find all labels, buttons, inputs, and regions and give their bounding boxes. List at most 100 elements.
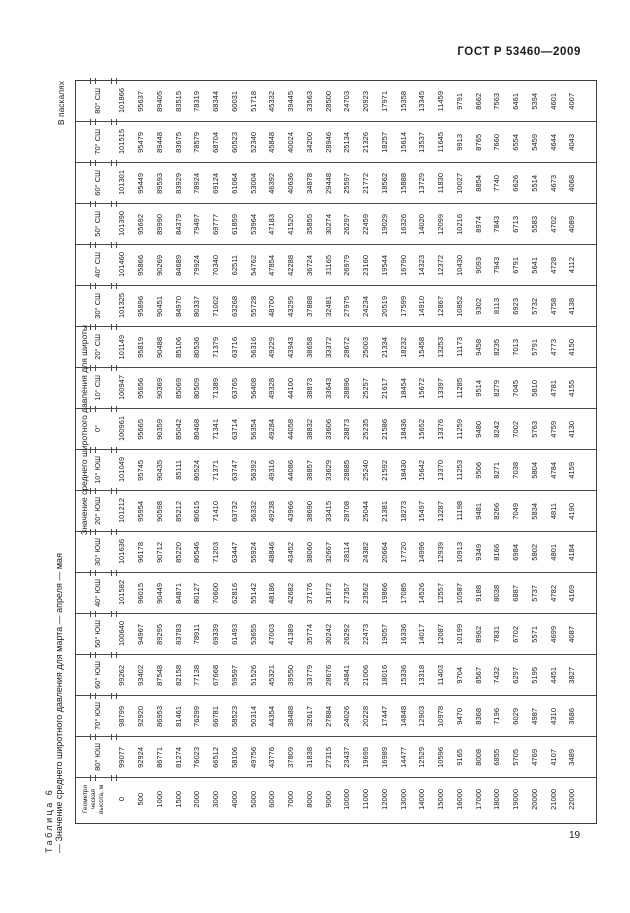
pressure-value-cell: 18562 bbox=[379, 172, 389, 194]
pressure-value-cell: 41520 bbox=[286, 213, 296, 235]
pressure-value-cell: 4759 bbox=[548, 420, 558, 438]
separator-tick bbox=[90, 611, 96, 617]
pressure-value-cell: 16336 bbox=[398, 623, 408, 645]
pressure-value-cell: 9302 bbox=[473, 297, 483, 315]
pressure-value-cell: 25134 bbox=[342, 131, 352, 153]
pressure-value-cell: 100947 bbox=[117, 375, 127, 401]
pressure-value-cell: 44100 bbox=[286, 377, 296, 399]
pressure-value-cell: 78911 bbox=[192, 623, 202, 645]
latitude-band-row: 20° СШ 101149 95819 90488 85106 80536 71379 637… bbox=[76, 324, 596, 368]
separator-tick bbox=[111, 570, 117, 576]
pressure-value-cell: 12529 bbox=[417, 746, 427, 768]
pressure-value-cell: 9791 bbox=[454, 92, 464, 110]
pressure-value-cell: 5394 bbox=[529, 92, 539, 110]
pressure-value-cell: 25044 bbox=[361, 500, 371, 522]
pressure-value-cell: 27315 bbox=[323, 746, 333, 768]
latitude-band-row: 40° СШ 101460 95866 90269 84689 79924 70340 625… bbox=[76, 242, 596, 286]
pressure-value-cell: 18273 bbox=[398, 500, 408, 522]
pressure-value-cell: 4451 bbox=[548, 666, 558, 684]
pressure-value-cell: 10199 bbox=[454, 623, 464, 645]
height-value-cell: 17000 bbox=[473, 789, 483, 810]
pressure-value-cell: 51526 bbox=[248, 664, 258, 686]
pressure-value-cell: 68344 bbox=[211, 90, 221, 112]
pressure-value-cell: 15336 bbox=[398, 664, 408, 686]
height-value-cell: 20000 bbox=[529, 789, 539, 810]
pressure-value-cell: 80546 bbox=[192, 541, 202, 563]
pressure-value-cell: 83929 bbox=[173, 172, 183, 194]
pressure-value-cell: 7045 bbox=[511, 379, 521, 397]
height-value-cell: 6000 bbox=[267, 791, 277, 808]
pressure-value-cell: 66781 bbox=[211, 705, 221, 727]
pressure-value-cell: 13537 bbox=[417, 131, 427, 153]
pressure-value-cell: 71410 bbox=[211, 500, 221, 522]
separator-tick bbox=[111, 734, 117, 740]
pressure-value-cell: 101636 bbox=[117, 539, 127, 565]
pressure-value-cell: 14017 bbox=[417, 623, 427, 645]
pressure-value-cell: 7196 bbox=[492, 707, 502, 725]
pressure-value-cell: 49756 bbox=[248, 746, 258, 768]
pressure-value-cell: 81461 bbox=[173, 705, 183, 727]
pressure-value-cell: 28896 bbox=[342, 377, 352, 399]
pressure-value-cell: 96178 bbox=[136, 541, 146, 563]
pressure-value-cell: 95692 bbox=[136, 213, 146, 235]
pressure-value-cell: 4699 bbox=[548, 625, 558, 643]
height-value-cell: 21000 bbox=[548, 789, 558, 810]
separator-tick bbox=[90, 78, 96, 84]
pressure-value-cell: 23437 bbox=[342, 746, 352, 768]
pressure-value-cell: 7563 bbox=[492, 92, 502, 110]
pressure-value-cell: 5641 bbox=[529, 256, 539, 274]
latitude-band-row: 70° СШ 101515 95479 89448 83675 78579 68704 605… bbox=[76, 119, 596, 163]
latitude-band-row: 70° ЮШ 98799 92920 86953 81461 76299 66781 5852… bbox=[76, 693, 596, 737]
pressure-value-cell: 5459 bbox=[529, 133, 539, 151]
pressure-value-cell: 90712 bbox=[154, 541, 164, 563]
pressure-value-cell: 15652 bbox=[417, 418, 427, 440]
table-caption-text: — Значение среднего широтного давления д… bbox=[53, 553, 64, 853]
pressure-value-cell: 38658 bbox=[304, 336, 314, 358]
heights-row: Геометри ческая высота, м 0 500 1000 1500 200… bbox=[76, 775, 596, 821]
pressure-value-cell: 101390 bbox=[117, 211, 127, 237]
pressure-value-cell: 7002 bbox=[511, 420, 521, 438]
pressure-value-cell: 66512 bbox=[211, 746, 221, 768]
separator-tick bbox=[111, 447, 117, 453]
pressure-value-cell: 101212 bbox=[117, 498, 127, 524]
pressure-value-cell: 12867 bbox=[436, 295, 446, 317]
pressure-value-cell: 78924 bbox=[192, 172, 202, 194]
pressure-value-cell: 5737 bbox=[529, 584, 539, 602]
pressure-value-cell: 6923 bbox=[511, 297, 521, 315]
pressure-value-cell: 22459 bbox=[361, 213, 371, 235]
pressure-value-cell: 15642 bbox=[417, 459, 427, 481]
pressure-value-cell: 38690 bbox=[304, 500, 314, 522]
pressure-value-cell: 83783 bbox=[173, 623, 183, 645]
pressure-value-cell: 82158 bbox=[173, 664, 183, 686]
pressure-value-cell: 92920 bbox=[136, 705, 146, 727]
pressure-value-cell: 24234 bbox=[361, 295, 371, 317]
pressure-value-cell: 15614 bbox=[398, 131, 408, 153]
pressure-value-cell: 19029 bbox=[379, 213, 389, 235]
pressure-value-cell: 89405 bbox=[154, 90, 164, 112]
pressure-value-cell: 31165 bbox=[323, 254, 333, 276]
latitude-band-row: 10° ЮШ 101049 95745 90435 85111 80524 71371 637… bbox=[76, 447, 596, 491]
separator-tick bbox=[90, 406, 96, 412]
latitude-band-row: 0° 100961 95665 90359 85042 80468 71341 63714 56… bbox=[76, 406, 596, 450]
pressure-value-cell: 101049 bbox=[117, 457, 127, 483]
pressure-value-cell: 10027 bbox=[454, 172, 464, 194]
pressure-value-cell: 38060 bbox=[304, 541, 314, 563]
pressure-value-cell: 49316 bbox=[267, 459, 277, 481]
pressure-value-cell: 5195 bbox=[529, 666, 539, 684]
pressure-value-cell: 6713 bbox=[511, 215, 521, 233]
pressure-value-cell: 11830 bbox=[436, 172, 446, 194]
pressure-value-cell: 90598 bbox=[154, 500, 164, 522]
pressure-value-cell: 40636 bbox=[286, 172, 296, 194]
separator-tick bbox=[90, 160, 96, 166]
height-value-cell: 8000 bbox=[304, 791, 314, 808]
pressure-value-cell: 8166 bbox=[492, 543, 502, 561]
pressure-value-cell: 28946 bbox=[323, 131, 333, 153]
pressure-value-cell: 8271 bbox=[492, 461, 502, 479]
pressure-value-cell: 99077 bbox=[117, 746, 127, 768]
pressure-value-cell: 95665 bbox=[136, 418, 146, 440]
pressure-value-cell: 84689 bbox=[173, 254, 183, 276]
pressure-value-cell: 55142 bbox=[248, 582, 258, 604]
pressure-value-cell: 39445 bbox=[286, 90, 296, 112]
pressure-value-cell: 59597 bbox=[229, 664, 239, 686]
pressure-value-cell: 70600 bbox=[211, 582, 221, 604]
